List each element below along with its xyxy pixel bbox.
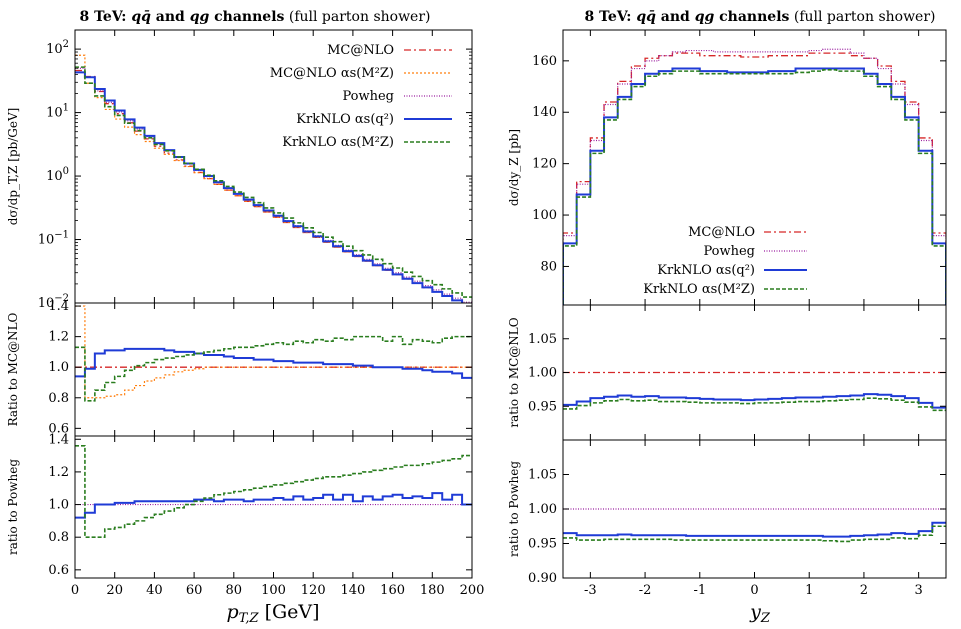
series-krknlo-s-q-2- [563,393,946,409]
plot-area [563,508,946,543]
panel-1: 1.4 1.2 1.0 0.8 0.6 Ratio to MC@NLO [6,299,473,437]
y-axis-label: dσ/dp_T,Z [pb/GeV] [6,108,20,226]
x-tick-label: 2 [860,583,868,598]
x-tick-label: 160 [380,583,405,598]
x-tick-label: -2 [639,583,652,598]
x-tick-label: 200 [460,583,485,598]
left-chart-title: 8 TeV: qq̄ and qg channels (full parton … [79,9,430,25]
series-krknlo-s-m-z-2- [563,397,946,412]
plot-area [75,54,472,303]
series-krknlo-s-m-z-2- [75,66,472,298]
series-krknlo-s-m-z-2- [75,335,472,402]
legend-entry-label: KrkNLO αs(q²) [296,112,394,127]
x-tick-label: 0 [71,583,79,598]
panel-frame [562,439,947,579]
series-mc-nlo-s-m-z-2- [75,305,472,399]
y-tick-label: 120 [532,157,557,172]
legend-entry-label: Powheg [342,89,394,104]
right-x-axis-label: yZ [749,601,771,626]
y-tick-label: 1.05 [528,332,557,347]
y-axis-label: dσ/dy_Z [pb] [507,129,521,206]
y-axis-label: ratio to Powheg [507,461,521,557]
y-tick-label: 0.95 [528,537,557,552]
y-tick-label: 1.00 [528,502,557,517]
series-mc-nlo-s-m-z-2- [75,54,463,303]
x-tick-label: 1 [805,583,813,598]
y-tick-label: 0.95 [528,399,557,414]
y-tick-label: 160 [532,54,557,69]
y-axis-label: Ratio to MC@NLO [6,312,20,426]
x-tick-label: 120 [301,583,326,598]
y-tick-label: 100 [532,208,557,223]
panel-frame [74,435,473,579]
y-tick-label: 0.6 [48,421,69,436]
legend-entry-label: Powheg [703,244,755,259]
series-krknlo-s-q-2- [563,521,946,538]
series-mc-nlo [75,69,463,303]
y-tick-label: 101 [46,103,69,121]
panel-2: 1.4 1.2 1.0 0.8 0.60 20 40 60 80 100 120 140 160 180 2… [6,432,484,598]
legend-entry-label: KrkNLO αs(M²Z) [643,282,755,297]
series-krknlo-s-m-z-2- [563,69,946,305]
panel-3: 160 140 120 100 80 dσ/dy_Z [pb] [507,29,947,306]
y-tick-label: 10−1 [38,230,69,248]
plot-area [563,371,946,412]
y-tick-label: 0.90 [528,571,557,586]
series-powheg [75,67,472,303]
legend-entry-label: MC@NLO [327,43,394,58]
plot-area [75,305,472,402]
plot-area [75,444,472,538]
x-tick-label: 80 [226,583,243,598]
y-tick-label: 1.0 [48,498,69,513]
y-axis-label: ratio to Powheg [6,459,20,555]
right-chart-title: 8 TeV: qq̄ and qg channels (full parton … [584,9,935,25]
y-tick-label: 1.05 [528,468,557,483]
y-tick-label: 80 [540,259,557,274]
x-tick-label: 140 [340,583,365,598]
series-powheg [563,48,946,305]
y-tick-label: 0.6 [48,563,69,578]
y-tick-label: 100 [46,166,69,184]
x-tick-label: -1 [693,583,706,598]
series-krknlo-s-q-2- [75,71,464,303]
y-tick-label: 1.4 [48,299,69,314]
y-tick-label: 140 [532,105,557,120]
y-tick-label: 1.00 [528,366,557,381]
legend-entry-label: MC@NLO [688,225,755,240]
x-tick-label: 0 [750,583,758,598]
series-krknlo-s-q-2- [75,347,472,379]
legend-entry-label: KrkNLO αs(M²Z) [282,135,394,150]
plot-area [563,48,946,305]
y-tick-label: 0.8 [48,391,69,406]
x-tick-label: 180 [420,583,445,598]
left-x-axis-label: pT,Z [GeV] [226,601,319,626]
series-krknlo-s-q-2- [75,492,472,519]
y-tick-label: 1.2 [48,330,69,345]
x-tick-label: 60 [186,583,203,598]
x-tick-label: -3 [584,583,597,598]
x-tick-label: 100 [261,583,286,598]
x-tick-label: 40 [146,583,163,598]
y-tick-label: 1.0 [48,360,69,375]
legend-entry-label: MC@NLO αs(M²Z) [270,66,394,81]
legend-entry-label: KrkNLO αs(q²) [657,263,755,278]
series-krknlo-s-m-z-2- [563,525,946,543]
y-tick-label: 0.8 [48,530,69,545]
panel-4: 1.05 1.00 0.95 ratio to MC@NLO [507,304,947,441]
y-tick-label: 1.2 [48,465,69,480]
y-tick-label: 1.4 [48,432,69,447]
y-tick-label: 102 [46,39,69,57]
x-tick-label: 20 [106,583,123,598]
series-krknlo-s-m-z-2- [75,444,472,538]
x-tick-label: 3 [915,583,923,598]
panel-5: 1.05 1.00 0.95 0.90 -3 -2 -1 0 1 2 3 ratio to Powhe… [507,439,947,598]
y-axis-label: ratio to MC@NLO [507,317,521,427]
